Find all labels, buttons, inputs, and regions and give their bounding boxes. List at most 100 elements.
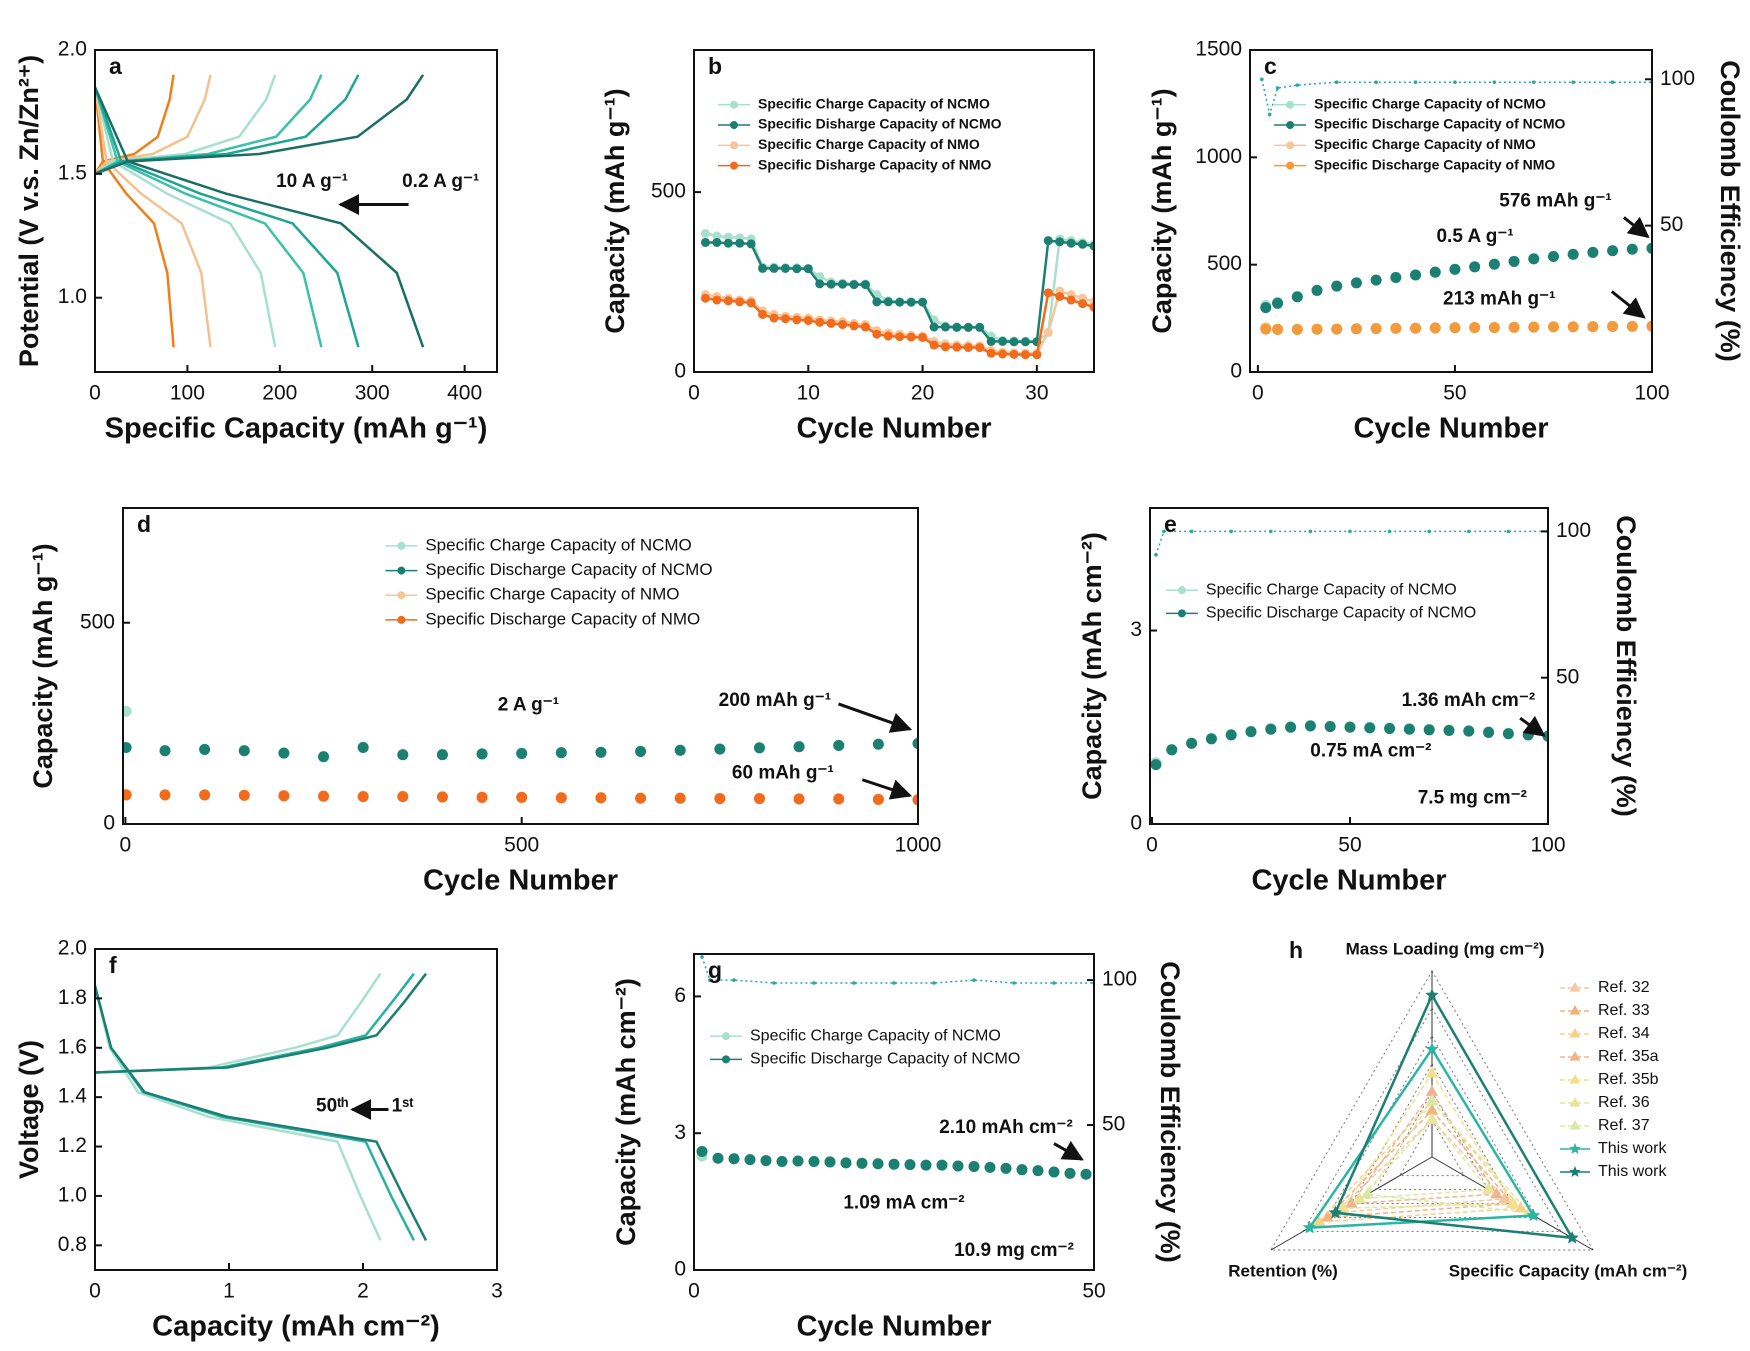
- data-point: [746, 239, 756, 249]
- data-point: [986, 336, 996, 346]
- series-line: [95, 86, 323, 348]
- legend-marker: [397, 615, 406, 624]
- data-point: [792, 264, 802, 274]
- data-point: [1308, 529, 1313, 534]
- legend-label: Specific Discharge Capacity of NMO: [1314, 156, 1555, 172]
- data-point: [1449, 322, 1461, 334]
- data-point: [1295, 83, 1300, 87]
- x-tick-label: 0: [89, 1280, 101, 1303]
- data-point: [918, 332, 928, 342]
- data-point: [1502, 728, 1514, 740]
- y-axis-title: Capacity (mAh cm⁻²): [611, 978, 641, 1246]
- data-point: [772, 981, 776, 985]
- series-line: [95, 87, 175, 348]
- y-tick-label: 500: [80, 610, 115, 633]
- data-point: [780, 314, 790, 324]
- x-axis-title: Capacity (mAh cm⁻²): [152, 1311, 440, 1343]
- data-point: [1571, 80, 1575, 84]
- data-point: [1052, 981, 1056, 985]
- x-tick-label: 3: [491, 1280, 503, 1303]
- data-point: [808, 1155, 820, 1167]
- data-point: [1064, 1167, 1076, 1179]
- radar-ring: [1302, 1007, 1562, 1232]
- data-point: [1055, 291, 1065, 301]
- legend-label: Ref. 35a: [1598, 1048, 1659, 1065]
- arrow: [1622, 216, 1650, 239]
- data-point: [838, 320, 848, 330]
- data-point: [1048, 1166, 1060, 1178]
- data-point: [1331, 280, 1343, 292]
- data-point: [1166, 744, 1178, 756]
- data-point: [595, 746, 607, 758]
- legend-marker: [730, 100, 738, 109]
- x-axis-title: Cycle Number: [1251, 865, 1446, 897]
- arrow: [861, 778, 913, 800]
- data-point: [1285, 721, 1297, 733]
- data-point: [1272, 297, 1284, 309]
- plot-area: [696, 955, 1094, 1180]
- radar-marker: [1320, 1210, 1334, 1222]
- data-point: [397, 791, 409, 803]
- radar-marker: [1345, 1196, 1358, 1208]
- arrow: [1610, 290, 1646, 319]
- data-point: [1311, 284, 1323, 296]
- x-axis-title: Cycle Number: [796, 1311, 991, 1343]
- data-point: [123, 789, 132, 801]
- x-tick-label: 0: [89, 382, 101, 405]
- data-point: [674, 744, 686, 756]
- data-point: [840, 1157, 852, 1169]
- panel-label: a: [109, 53, 122, 79]
- data-point: [1626, 320, 1638, 332]
- series-line: [95, 972, 382, 1074]
- data-point: [1528, 321, 1540, 333]
- radar-axis-label: Mass Loading (mg cm⁻²): [1346, 939, 1545, 958]
- data-point: [936, 1159, 948, 1171]
- legend-marker: [1286, 161, 1295, 170]
- x-tick-label: 500: [504, 834, 539, 857]
- data-point: [1265, 723, 1277, 735]
- data-point: [1427, 529, 1431, 534]
- x-tick-label: 20: [911, 382, 934, 405]
- data-point: [1387, 529, 1392, 534]
- data-point: [906, 297, 916, 307]
- series-line: [95, 87, 212, 348]
- data-point: [1311, 323, 1323, 335]
- data-point: [932, 981, 936, 985]
- annotation: 0.5 A g⁻¹: [1436, 226, 1513, 247]
- annotation: 2 A g⁻¹: [498, 695, 559, 716]
- annotation: 1ˢᵗ: [392, 1095, 415, 1116]
- data-point: [1506, 529, 1511, 534]
- radar-marker: [1302, 1220, 1317, 1234]
- data-point: [1245, 726, 1257, 738]
- y2-tick-label: 50: [1556, 665, 1579, 688]
- data-point: [1607, 320, 1619, 332]
- y-tick-label: 1.0: [58, 1183, 87, 1206]
- x-tick-label: 50: [1338, 834, 1361, 857]
- annotation: 2.10 mAh cm⁻²: [939, 1117, 1073, 1138]
- data-point: [1463, 725, 1475, 737]
- y-tick-label: 1.6: [58, 1035, 87, 1058]
- data-point: [1272, 323, 1284, 335]
- plot-frame: [1249, 49, 1653, 373]
- y2-axis-title: Coulomb Efficiency (%): [1715, 60, 1745, 362]
- data-point: [998, 349, 1008, 359]
- plot-area: [95, 74, 425, 348]
- y-tick-label: 1.5: [58, 161, 87, 184]
- data-point: [1587, 246, 1599, 258]
- y-tick-label: 1000: [1195, 145, 1242, 168]
- panel-label: b: [708, 53, 722, 79]
- data-point: [929, 322, 939, 332]
- data-point: [712, 237, 722, 247]
- data-point: [1646, 320, 1652, 332]
- data-point: [735, 297, 745, 307]
- legend-label: This work: [1598, 1140, 1667, 1157]
- y-tick-label: 0: [1230, 360, 1242, 383]
- data-point: [700, 237, 710, 247]
- panel-label: d: [137, 511, 151, 537]
- data-point: [1260, 323, 1272, 335]
- series-line: [95, 985, 428, 1241]
- x-tick-label: 0: [1252, 382, 1264, 405]
- radar-marker: [1514, 1201, 1527, 1213]
- x-axis-title: Specific Capacity (mAh g⁻¹): [105, 413, 488, 445]
- data-point: [940, 322, 950, 332]
